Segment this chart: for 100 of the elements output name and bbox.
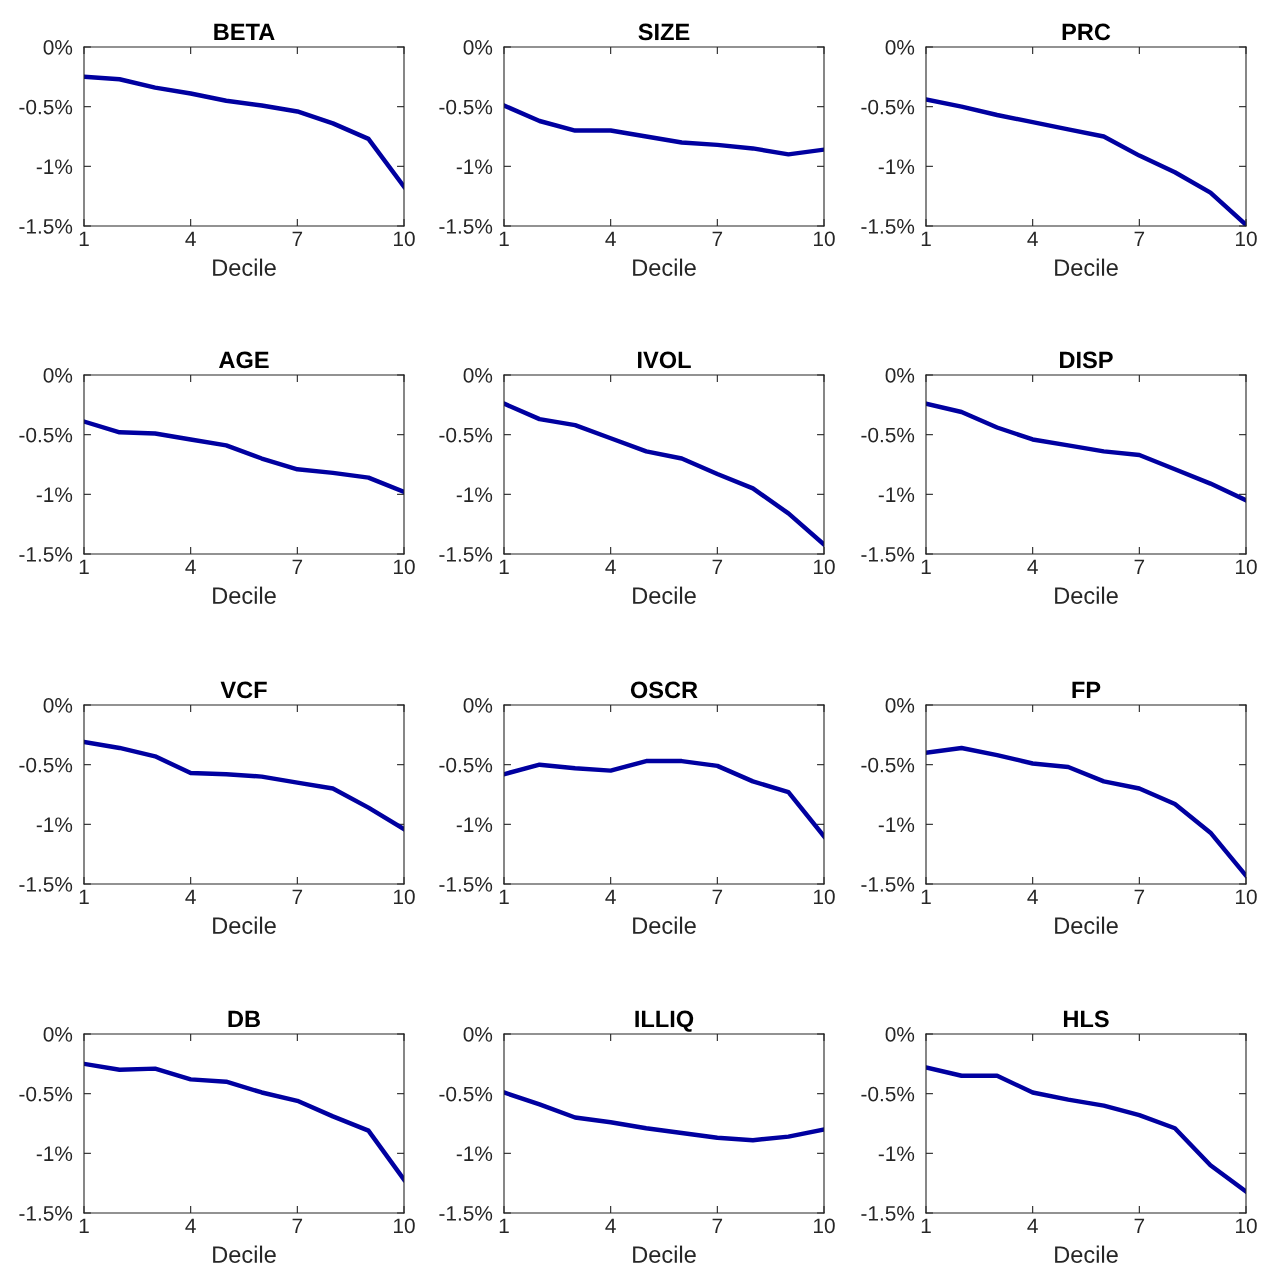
x-tick-label: 10 — [394, 889, 415, 905]
x-tick-label: 4 — [185, 889, 196, 904]
y-tick-label: -0.5% — [439, 427, 493, 443]
y-tick-label: -0.5% — [861, 1086, 915, 1102]
x-tick-label: 1 — [79, 889, 89, 904]
x-axis-title: Decile — [633, 586, 696, 604]
line-series — [84, 1061, 404, 1182]
line-series — [84, 74, 404, 189]
y-tick-label: -1% — [878, 817, 915, 833]
y-tick-label: -1.5% — [861, 877, 915, 892]
y-tick-label: -0.5% — [19, 99, 73, 115]
y-tick-label: -1.5% — [19, 877, 73, 892]
line-series — [926, 745, 1246, 878]
y-tick-label: -1.5% — [439, 1206, 493, 1221]
x-tick-label: 7 — [1134, 231, 1145, 246]
line-series — [84, 419, 404, 495]
x-axis-title: Decile — [633, 916, 696, 934]
x-tick-label: 1 — [79, 1218, 89, 1233]
x-tick-label: 7 — [292, 559, 303, 574]
x-tick-label: 1 — [499, 559, 509, 574]
x-tick-label: 1 — [499, 1218, 509, 1233]
y-tick-label: -0.5% — [439, 757, 493, 773]
x-tick-label: 4 — [605, 559, 616, 574]
chart-title: DB — [228, 1010, 260, 1028]
y-tick-label: -1% — [878, 1146, 915, 1162]
line-series — [926, 401, 1246, 503]
x-tick-label: 7 — [292, 1218, 303, 1233]
x-axis-title: Decile — [213, 916, 276, 934]
y-tick-label: -1% — [878, 487, 915, 503]
x-tick-label: 10 — [394, 231, 415, 247]
chart-title: ILLIQ — [635, 1010, 694, 1032]
x-tick-label: 4 — [1027, 559, 1038, 574]
chart-title: FP — [1072, 681, 1101, 699]
x-tick-label: 10 — [394, 559, 415, 575]
y-tick-label: -1% — [36, 817, 73, 833]
x-axis-title: Decile — [1055, 586, 1118, 604]
y-tick-label: -1.5% — [861, 547, 915, 562]
y-tick-label: -1% — [36, 1146, 73, 1162]
line-series — [504, 401, 824, 547]
chart-title: IVOL — [638, 351, 691, 369]
y-tick-label: 0% — [885, 698, 915, 713]
chart-title: AGE — [219, 351, 269, 369]
y-tick-label: -1% — [456, 1146, 493, 1162]
y-tick-label: 0% — [43, 368, 73, 383]
y-tick-label: -1.5% — [19, 547, 73, 562]
y-tick-label: -1% — [456, 817, 493, 833]
x-tick-label: 1 — [921, 889, 931, 904]
x-axis-title: Decile — [633, 258, 696, 276]
y-tick-label: -1.5% — [439, 877, 493, 892]
x-tick-label: 7 — [712, 889, 723, 904]
x-tick-label: 4 — [605, 1218, 616, 1233]
line-series — [84, 739, 404, 832]
chart-title: PRC — [1062, 23, 1111, 41]
x-tick-label: 10 — [814, 231, 835, 247]
y-tick-label: -1% — [36, 487, 73, 503]
y-tick-label: -1.5% — [19, 1206, 73, 1221]
x-tick-label: 7 — [1134, 889, 1145, 904]
y-tick-label: -0.5% — [19, 757, 73, 773]
x-tick-label: 7 — [712, 559, 723, 574]
y-tick-label: 0% — [463, 1027, 493, 1042]
x-axis-title: Decile — [1055, 258, 1118, 276]
y-tick-label: 0% — [885, 40, 915, 55]
x-tick-label: 10 — [814, 1218, 835, 1234]
x-tick-label: 4 — [605, 231, 616, 246]
x-axis-title: Decile — [1055, 916, 1118, 934]
y-tick-label: -1% — [878, 159, 915, 175]
x-tick-label: 10 — [1236, 889, 1257, 905]
y-tick-label: -0.5% — [439, 1086, 493, 1102]
chart-title: HLS — [1063, 1010, 1109, 1028]
x-tick-label: 7 — [1134, 559, 1145, 574]
x-axis-title: Decile — [1055, 1245, 1118, 1263]
y-tick-label: 0% — [43, 1027, 73, 1042]
y-tick-label: 0% — [463, 40, 493, 55]
x-axis-title: Decile — [633, 1245, 696, 1263]
line-series — [504, 1090, 824, 1143]
x-tick-label: 7 — [1134, 1218, 1145, 1233]
y-tick-label: -0.5% — [861, 427, 915, 443]
line-series — [504, 103, 824, 157]
y-tick-label: -0.5% — [19, 1086, 73, 1102]
line-series — [926, 1065, 1246, 1194]
y-tick-label: 0% — [463, 698, 493, 713]
y-tick-label: -1.5% — [861, 1206, 915, 1221]
y-tick-label: -0.5% — [19, 427, 73, 443]
x-tick-label: 10 — [1236, 559, 1257, 575]
y-tick-label: -1% — [456, 487, 493, 503]
x-tick-label: 4 — [1027, 889, 1038, 904]
line-series — [504, 758, 824, 839]
x-tick-label: 10 — [814, 559, 835, 575]
x-tick-label: 1 — [921, 1218, 931, 1233]
x-tick-label: 4 — [1027, 231, 1038, 246]
x-tick-label: 1 — [499, 231, 509, 246]
x-tick-label: 7 — [712, 231, 723, 246]
x-tick-label: 4 — [185, 559, 196, 574]
chart-title: OSCR — [630, 681, 698, 699]
x-tick-label: 10 — [814, 889, 835, 905]
y-tick-label: 0% — [463, 368, 493, 383]
y-tick-label: -1.5% — [439, 547, 493, 562]
chart-title: BETA — [214, 23, 275, 41]
y-tick-label: -1.5% — [19, 219, 73, 234]
chart-title: SIZE — [638, 23, 690, 41]
